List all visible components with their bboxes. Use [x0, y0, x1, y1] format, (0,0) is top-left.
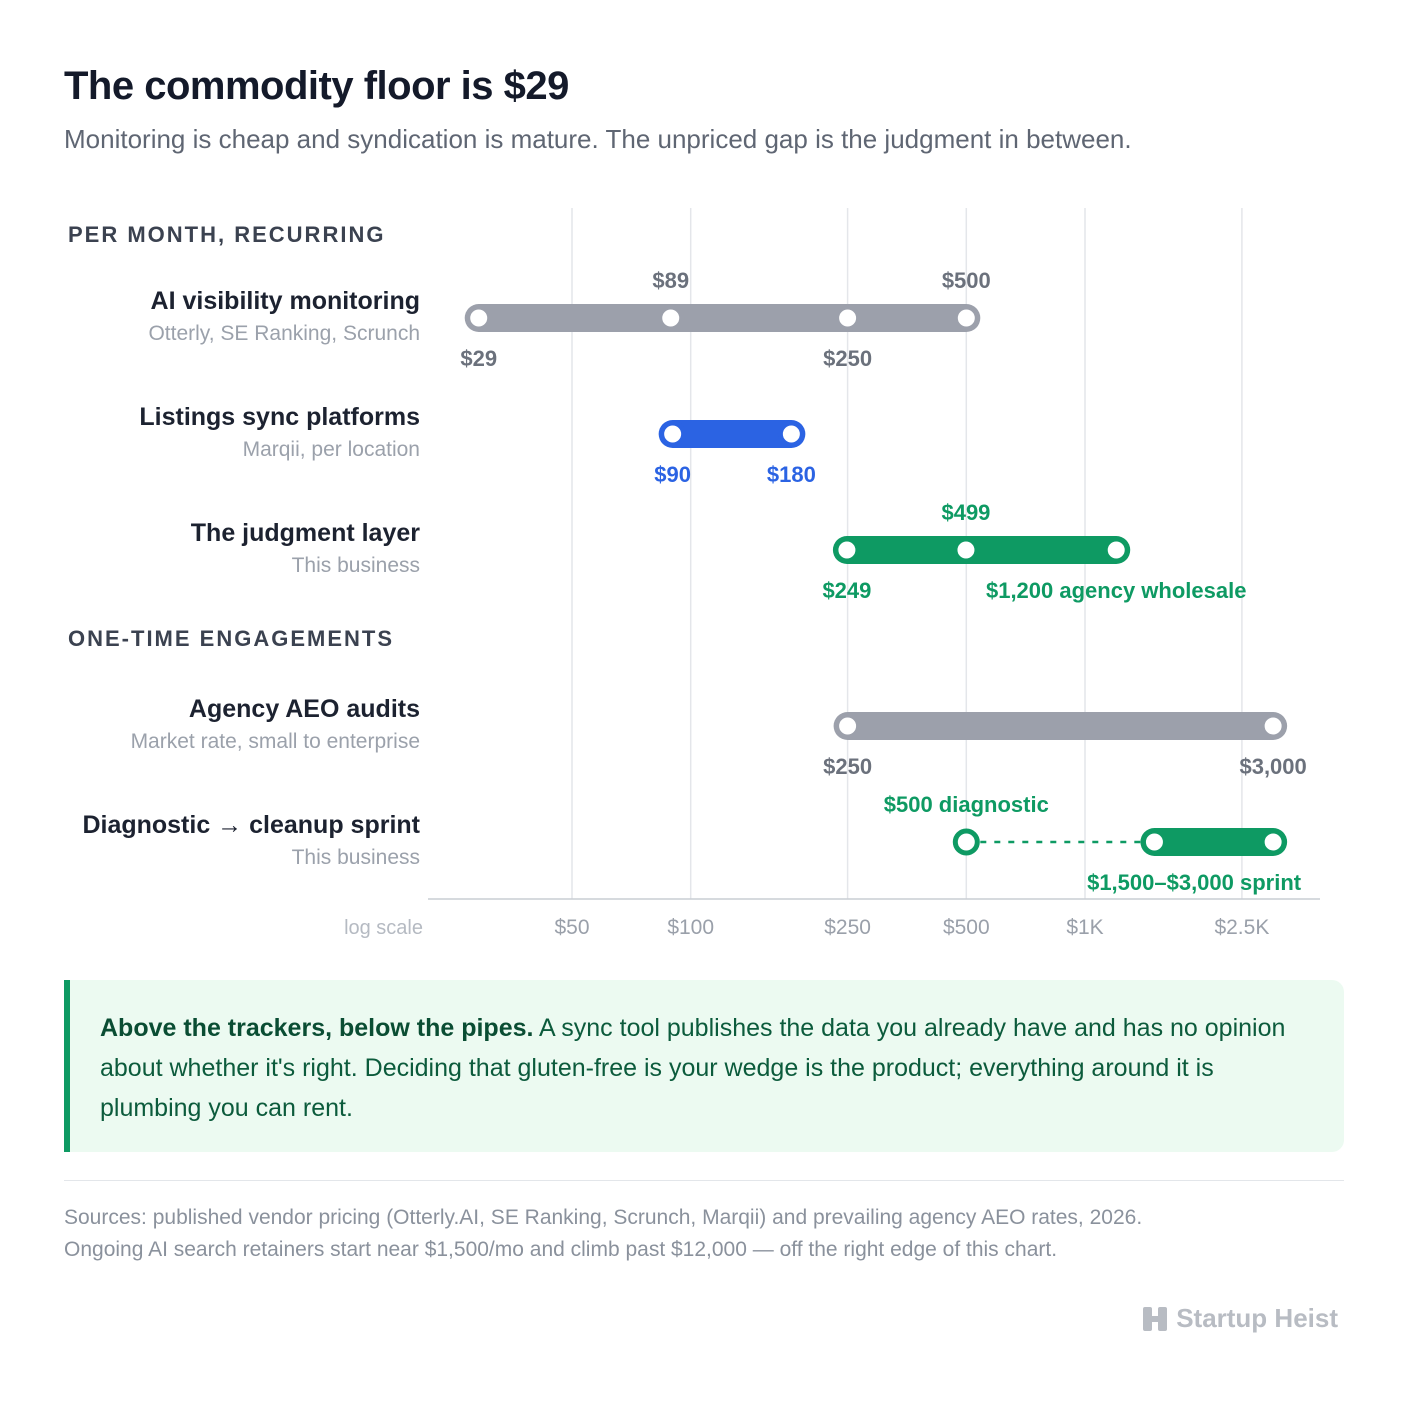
data-label: $1,200 agency wholesale — [986, 578, 1247, 603]
row-label: Diagnostic → cleanup sprint — [82, 811, 420, 839]
data-label: $1,500–$3,000 sprint — [1087, 870, 1302, 895]
footer-divider — [64, 1180, 1344, 1181]
callout-box: Above the trackers, below the pipes. A s… — [64, 980, 1344, 1152]
data-label: $499 — [941, 500, 990, 525]
x-tick-label: $500 — [943, 916, 990, 939]
data-label: $500 diagnostic — [884, 792, 1049, 817]
data-label: $29 — [460, 346, 497, 371]
price-point — [777, 420, 805, 448]
data-label: $500 — [942, 268, 991, 293]
price-point — [834, 712, 862, 740]
row-label: Listings sync platforms — [139, 403, 420, 431]
price-point — [659, 420, 687, 448]
x-tick-label: $50 — [554, 916, 589, 939]
price-point — [657, 304, 685, 332]
price-point — [952, 304, 980, 332]
sources-line-2: Ongoing AI search retainers start near $… — [64, 1238, 1058, 1261]
callout-lead: Above the trackers, below the pipes. — [100, 1014, 534, 1042]
h-logo-icon — [1143, 1306, 1168, 1331]
sources-line-1: Sources: published vendor pricing (Otter… — [64, 1206, 1143, 1229]
data-label: $249 — [822, 578, 871, 603]
price-point — [1102, 536, 1130, 564]
price-point — [834, 304, 862, 332]
data-label: $250 — [823, 346, 872, 371]
price-point — [952, 828, 980, 856]
sources-note: Sources: published vendor pricing (Otter… — [64, 1202, 1344, 1266]
section-heading: ONE-TIME ENGAGEMENTS — [68, 626, 394, 651]
price-point — [1140, 828, 1168, 856]
row-label: The judgment layer — [191, 519, 420, 547]
brand-logo: Startup Heist — [1142, 1303, 1338, 1334]
row-sublabel: Market rate, small to enterprise — [131, 730, 420, 753]
x-tick-label: $2.5K — [1214, 916, 1269, 939]
row-label: AI visibility monitoring — [151, 287, 420, 315]
data-label: $250 — [823, 754, 872, 779]
page-title: The commodity floor is $29 — [64, 64, 569, 108]
data-label: $180 — [767, 462, 816, 487]
x-tick-label: $1K — [1066, 916, 1103, 939]
x-tick-label: $250 — [824, 916, 871, 939]
page-subtitle: Monitoring is cheap and syndication is m… — [64, 124, 1132, 154]
row-sublabel: Otterly, SE Ranking, Scrunch — [148, 322, 420, 345]
callout-body: A sync tool publishes the data you alrea… — [100, 1014, 1286, 1122]
row-sublabel: This business — [292, 554, 420, 577]
price-point — [1259, 712, 1287, 740]
x-tick-label: $100 — [667, 916, 714, 939]
data-label: $89 — [652, 268, 689, 293]
price-point — [465, 304, 493, 332]
scale-note: log scale — [344, 917, 423, 939]
row-sublabel: Marqii, per location — [243, 438, 420, 461]
price-point — [1259, 828, 1287, 856]
data-label: $90 — [654, 462, 691, 487]
price-point — [833, 536, 861, 564]
section-heading: PER MONTH, RECURRING — [68, 222, 385, 247]
price-point — [952, 536, 980, 564]
row-label: Agency AEO audits — [189, 695, 420, 723]
data-label: $3,000 — [1239, 754, 1306, 779]
brand-name: Startup Heist — [1176, 1303, 1338, 1333]
row-sublabel: This business — [292, 846, 420, 869]
price-range-chart: $50 $100 $250 $500 $1K $2.5K log scale PER MONT… — [68, 208, 1320, 939]
